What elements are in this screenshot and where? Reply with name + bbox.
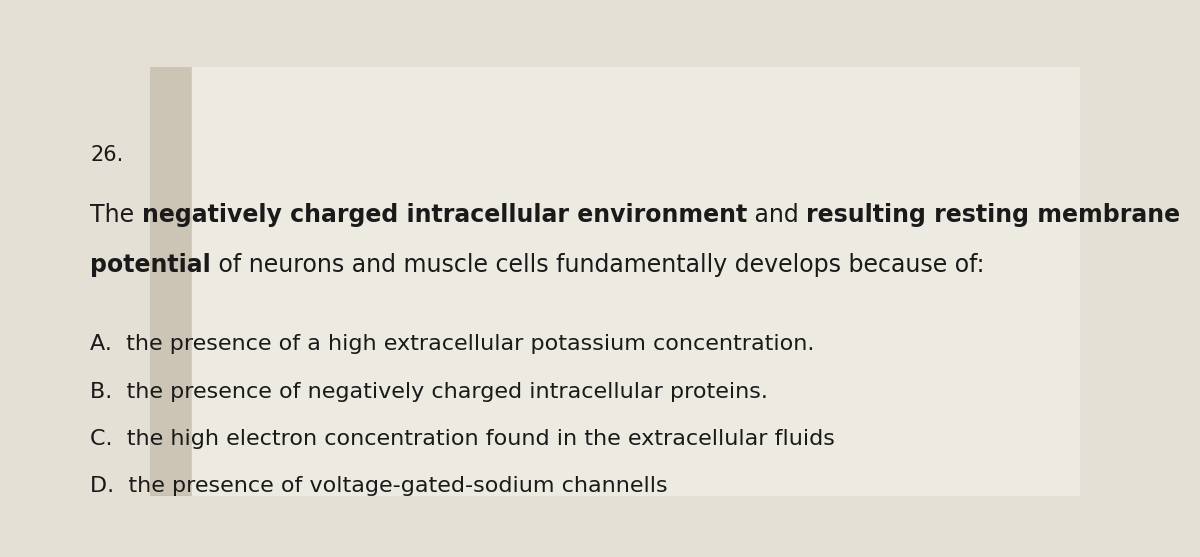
Text: D.  the presence of voltage-gated-sodium channells: D. the presence of voltage-gated-sodium … — [90, 476, 667, 496]
Text: The: The — [90, 203, 142, 227]
Text: resulting resting membrane: resulting resting membrane — [806, 203, 1181, 227]
Text: of neurons and muscle cells fundamentally develops because of:: of neurons and muscle cells fundamentall… — [211, 253, 984, 277]
Text: C.  the high electron concentration found in the extracellular fluids: C. the high electron concentration found… — [90, 429, 835, 449]
Polygon shape — [150, 67, 317, 496]
Text: and: and — [746, 203, 806, 227]
Text: 26.: 26. — [90, 145, 124, 165]
Text: negatively charged intracellular environment: negatively charged intracellular environ… — [142, 203, 746, 227]
Bar — [150, 67, 192, 496]
Text: potential: potential — [90, 253, 211, 277]
Text: A.  the presence of a high extracellular potassium concentration.: A. the presence of a high extracellular … — [90, 334, 815, 354]
Text: B.  the presence of negatively charged intracellular proteins.: B. the presence of negatively charged in… — [90, 382, 768, 402]
